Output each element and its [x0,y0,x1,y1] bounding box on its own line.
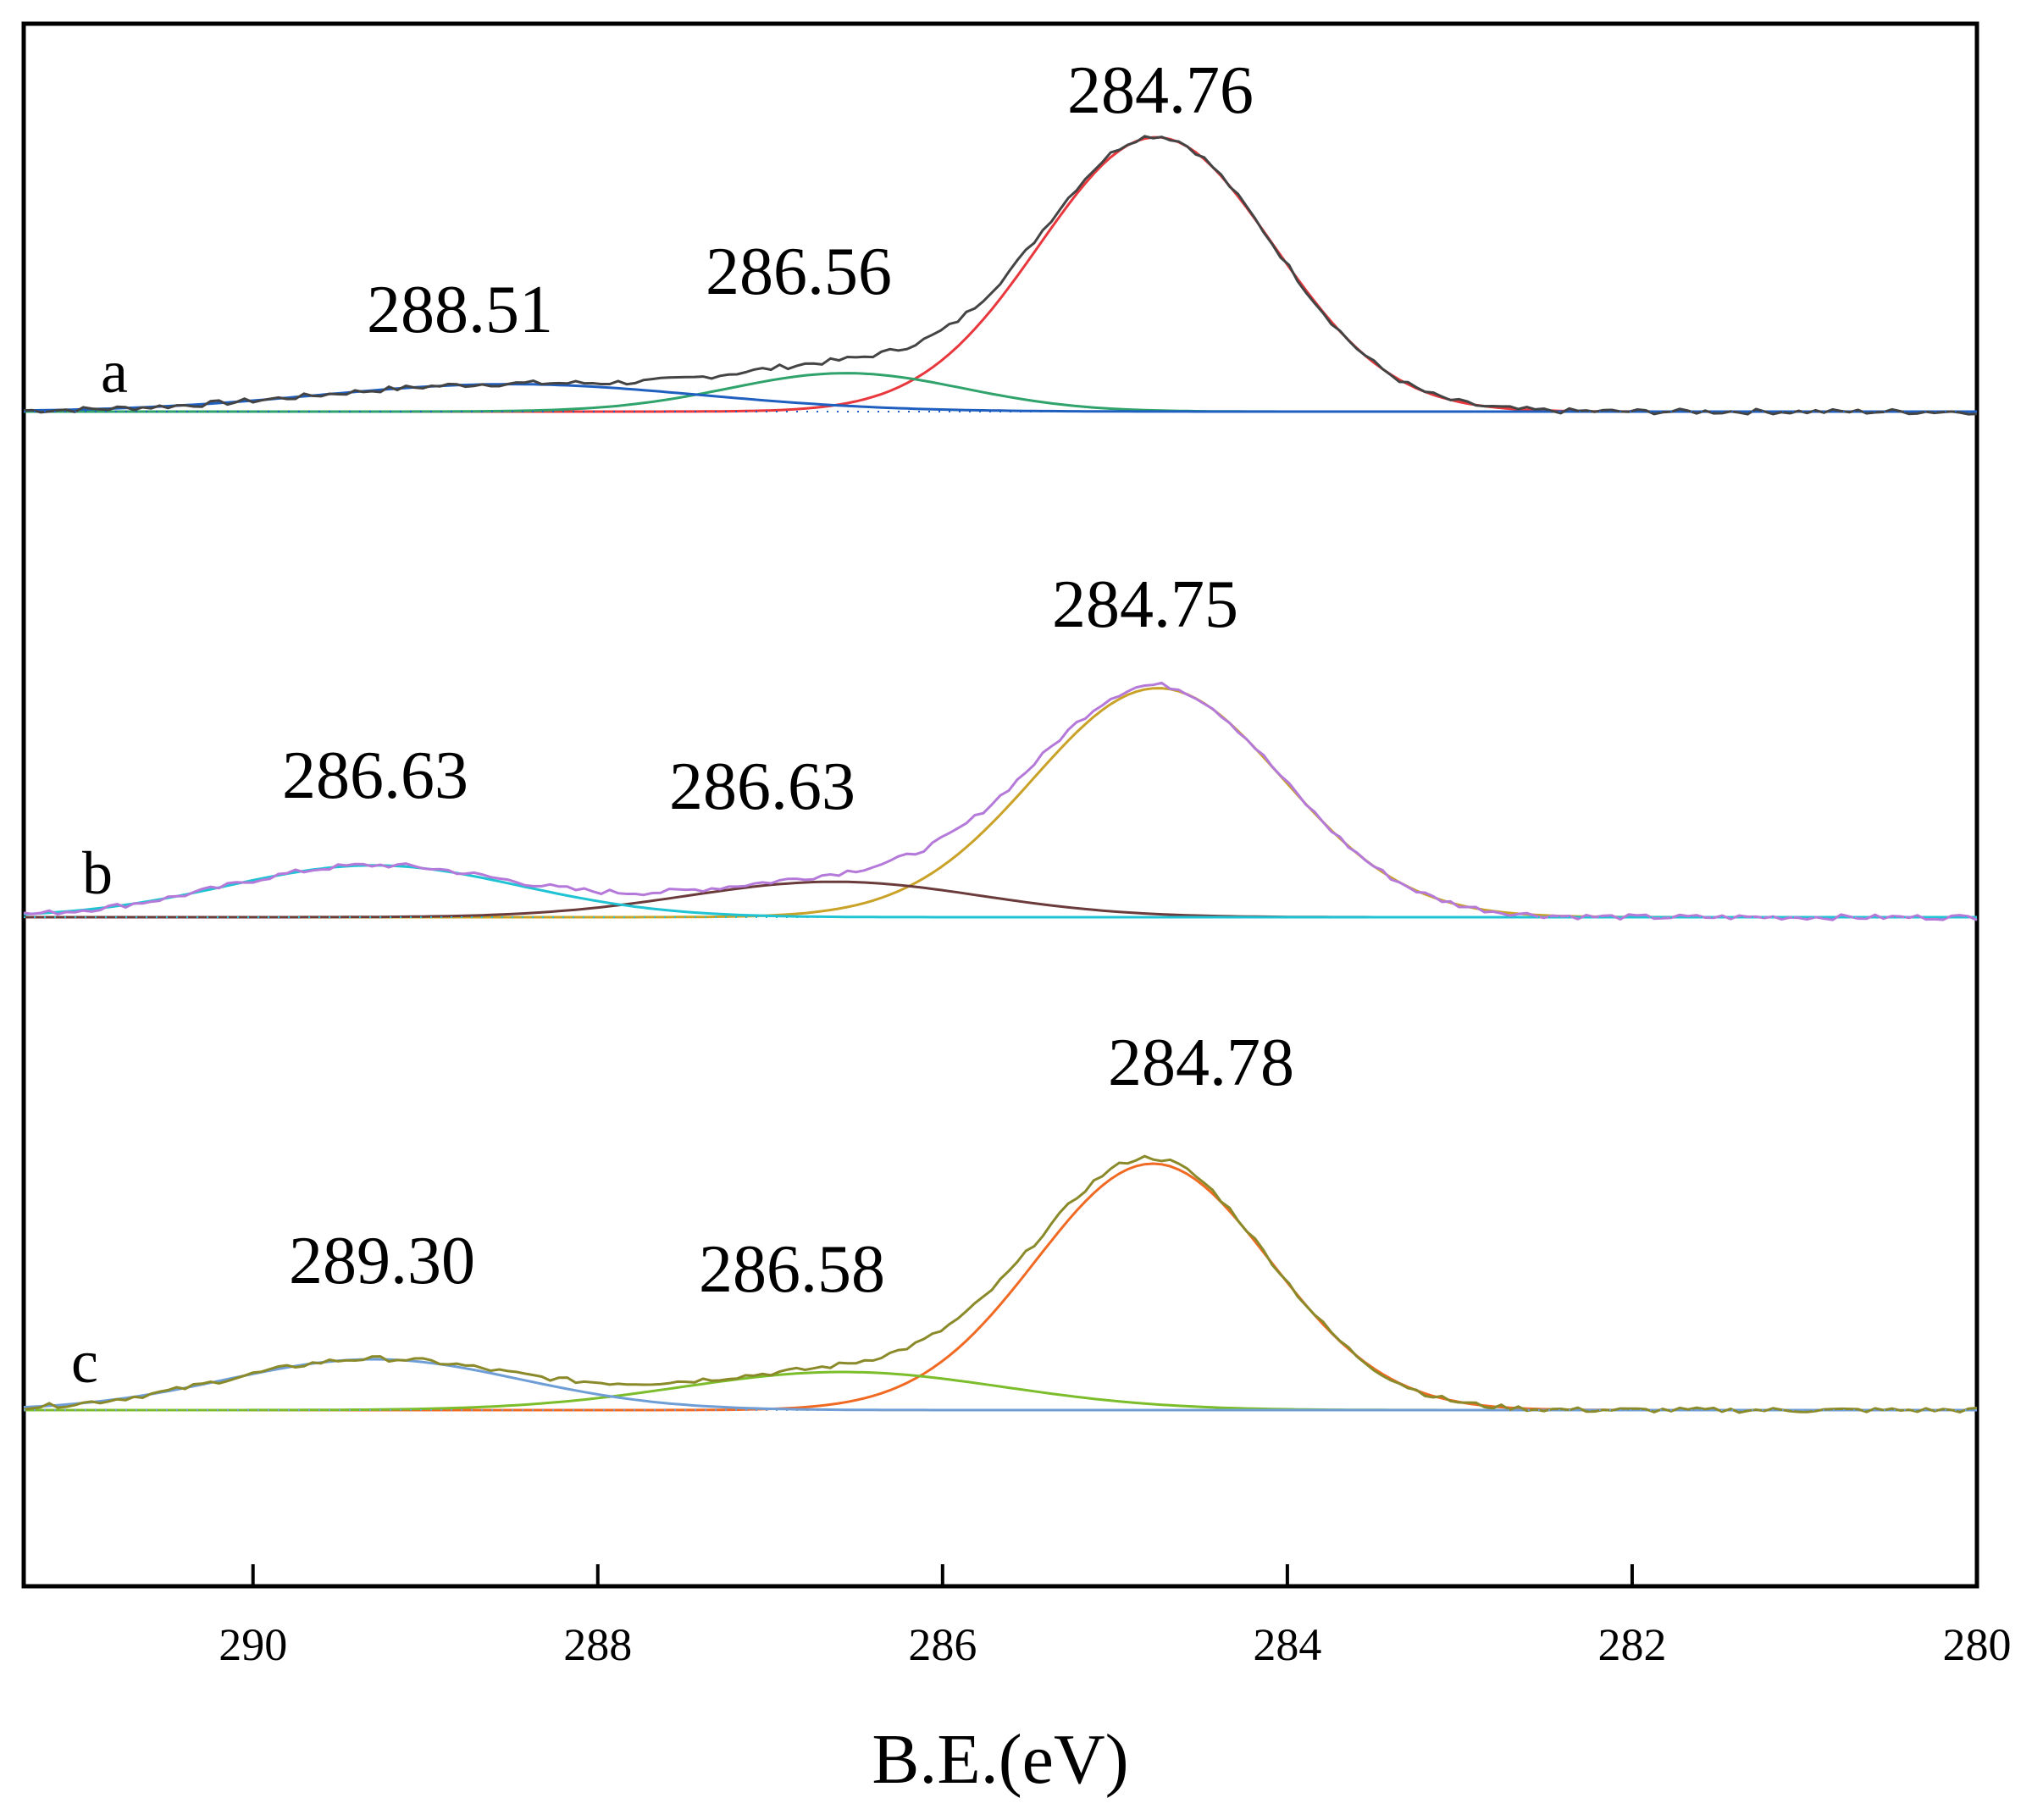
peak-label-c-1: 289.30 [289,1224,475,1298]
x-tick-label-284: 284 [1253,1619,1321,1670]
series-a-286.56 [24,372,1977,413]
panel-a [23,135,1978,416]
x-tick-label-280: 280 [1943,1619,2012,1670]
curves-layer [23,135,1978,1414]
x-tick-label-286: 286 [908,1619,977,1670]
peak-label-a-2: 286.56 [706,235,892,309]
peak-label-c-2: 286.58 [699,1232,885,1307]
series-a-284.76 [24,136,1977,413]
peak-label-a-3: 284.76 [1067,53,1254,128]
sample-label-a: a [101,338,128,406]
series-a-288.51 [23,383,1977,413]
plot-frame [21,21,1979,1589]
peak-label-a-1: 288.51 [367,273,553,347]
peak-label-b-3: 284.75 [1052,567,1238,642]
x-tick-label-282: 282 [1597,1619,1666,1670]
sample-label-b: b [82,839,113,907]
sample-label-c: c [71,1328,98,1396]
series-c-289.30 [23,1358,1977,1412]
peak-label-b-2: 286.63 [669,750,855,824]
series-a-raw [23,135,1978,416]
series-b-286.63 [24,880,1977,919]
x-axis-title: B.E.(eV) [872,1720,1128,1799]
x-tick-label-288: 288 [563,1619,632,1670]
series-b-289.3 [23,864,1977,919]
peak-label-b-1: 286.63 [282,739,468,813]
x-tick-label-290: 290 [219,1619,287,1670]
peak-label-c-3: 284.78 [1108,1026,1294,1100]
series-c-286.58 [24,1370,1977,1412]
series-c-raw [23,1154,1978,1414]
x-axis-ticks: 290 288 286 284 282 280 [219,1564,2012,1670]
panel-b [23,681,1978,921]
panel-c [23,1154,1978,1414]
